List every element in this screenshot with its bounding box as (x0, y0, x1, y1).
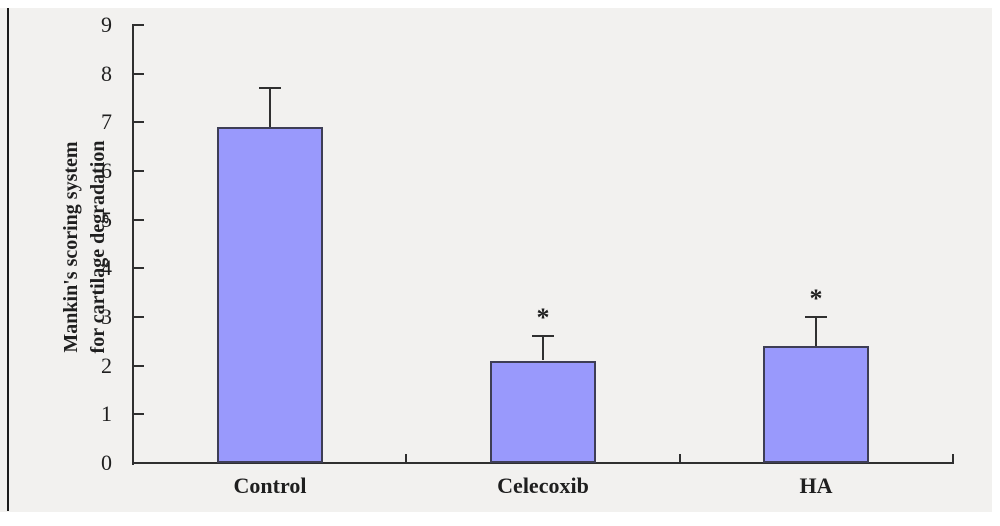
y-tick-label: 2 (101, 353, 112, 378)
bar-ha (763, 346, 869, 463)
x-axis-line (132, 462, 954, 464)
y-tick (134, 316, 144, 318)
y-tick (134, 365, 144, 367)
bar-celecoxib (490, 361, 596, 463)
y-tick (134, 462, 144, 464)
y-tick-label: 6 (101, 158, 112, 183)
error-bar-cap (259, 87, 281, 89)
y-tick (134, 413, 144, 415)
y-tick-label: 4 (101, 255, 112, 280)
y-axis-line (132, 24, 134, 465)
y-tick-label: 1 (101, 401, 112, 426)
error-bar-line (815, 317, 817, 346)
y-tick-label: 5 (101, 207, 112, 232)
y-tick (134, 24, 144, 26)
x-category-label: Celecoxib (497, 473, 589, 498)
y-tick (134, 170, 144, 172)
y-tick-label: 8 (101, 61, 112, 86)
y-tick-label: 0 (101, 450, 112, 475)
error-bar-cap (532, 335, 554, 337)
x-category-label: Control (233, 473, 307, 498)
significance-asterisk: * (809, 284, 823, 313)
error-bar-cap (805, 316, 827, 318)
image-left-border-line (7, 8, 9, 511)
y-tick (134, 267, 144, 269)
bar-control (217, 127, 323, 463)
x-category-label: HA (799, 473, 833, 498)
x-tick (679, 454, 681, 463)
y-tick-label: 3 (101, 304, 112, 329)
y-tick (134, 219, 144, 221)
error-bar-line (542, 336, 544, 360)
x-tick (405, 454, 407, 463)
significance-asterisk: * (536, 303, 550, 332)
y-tick-label: 7 (101, 109, 112, 134)
y-tick (134, 73, 144, 75)
x-tick (952, 454, 954, 463)
error-bar-line (269, 88, 271, 127)
y-tick (134, 121, 144, 123)
y-tick-label: 9 (101, 12, 112, 37)
